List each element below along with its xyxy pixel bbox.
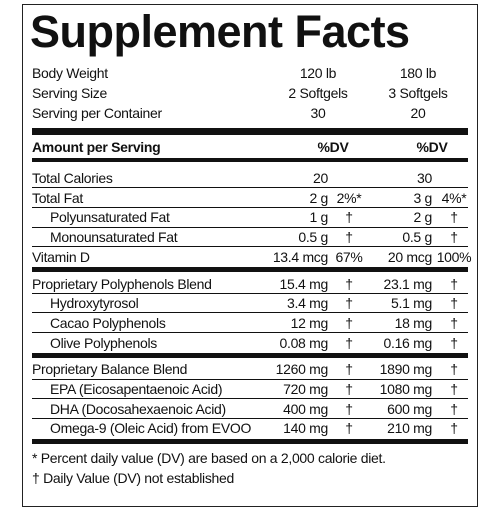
info-value: 180 lb	[399, 65, 437, 81]
daily-value: †	[345, 361, 353, 378]
amount: 400 mg	[283, 400, 328, 417]
nutrient-label: Proprietary Balance Blend	[32, 361, 188, 378]
daily-value: 100%	[436, 248, 472, 265]
rule	[32, 312, 468, 314]
amount: 3 g	[413, 189, 432, 206]
daily-value: †	[450, 400, 458, 417]
rule	[32, 246, 468, 248]
amount: 2 g	[309, 189, 328, 206]
daily-value: †	[345, 381, 353, 397]
label-border	[22, 4, 478, 507]
dv-header: %DV	[416, 139, 448, 155]
amount: 1080 mg	[379, 381, 433, 397]
amount: 18 mg	[394, 314, 433, 331]
amount: 0.5 g	[402, 229, 432, 246]
amount: 140 mg	[283, 420, 328, 437]
nutrient-label: Total Calories	[32, 170, 113, 186]
amount: 20	[313, 170, 328, 186]
rule	[32, 187, 468, 189]
amount: 1260 mg	[275, 361, 329, 378]
daily-value: †	[345, 275, 353, 292]
amount: 3.4 mg	[287, 295, 328, 312]
amount: 1 g	[309, 209, 328, 226]
rule	[32, 438, 468, 444]
amount: 210 mg	[387, 420, 432, 437]
nutrient-label: Hydroxytyrosol	[50, 295, 139, 312]
info-label: Serving Size	[32, 85, 107, 101]
daily-value: 4%*	[441, 189, 467, 206]
daily-value: †	[450, 275, 458, 292]
nutrient-label: Olive Polyphenols	[50, 334, 157, 351]
daily-value: †	[450, 295, 458, 312]
nutrient-label: Cacao Polyphenols	[50, 314, 166, 331]
nutrient-label: Omega-9 (Oleic Acid) from EVOO	[50, 420, 252, 437]
daily-value: †	[345, 295, 353, 312]
info-value: 120 lb	[299, 65, 337, 81]
info-value: 3 Softgels	[388, 85, 448, 101]
amount: 720 mg	[283, 381, 328, 397]
nutrient-label: Polyunsaturated Fat	[50, 209, 170, 226]
rule	[32, 332, 468, 334]
amount: 0.16 mg	[383, 334, 433, 351]
nutrient-label: Total Fat	[32, 189, 83, 206]
footnote: * Percent daily value (DV) are based on …	[32, 450, 386, 467]
footnote: † Daily Value (DV) not established	[32, 470, 234, 487]
info-label: Serving per Container	[32, 105, 162, 121]
daily-value: †	[345, 314, 353, 331]
amount: 0.08 mg	[279, 334, 329, 351]
daily-value: †	[450, 334, 458, 351]
rule	[32, 127, 468, 135]
rule	[32, 206, 468, 208]
daily-value: †	[345, 229, 353, 246]
info-value: 30	[310, 105, 326, 121]
rule	[32, 378, 468, 380]
daily-value: †	[345, 400, 353, 417]
rule	[32, 398, 468, 400]
nutrient-label: DHA (Docosahexaenoic Acid)	[50, 400, 226, 417]
nutrient-label: EPA (Eicosapentaenoic Acid)	[50, 381, 223, 397]
rule	[32, 158, 468, 162]
daily-value: †	[450, 314, 458, 331]
amount: 30	[417, 170, 432, 186]
rule	[32, 292, 468, 294]
amount: 2 g	[413, 209, 432, 226]
daily-value: †	[450, 381, 458, 397]
nutrient-label: Monounsaturated Fat	[50, 229, 178, 246]
nutrient-label: Proprietary Polyphenols Blend	[32, 275, 212, 292]
daily-value: †	[345, 420, 353, 437]
daily-value: 2%*	[336, 189, 362, 206]
amount-header: Amount per Serving	[32, 139, 161, 155]
amount: 5.1 mg	[391, 295, 432, 312]
amount: 0.5 g	[298, 229, 328, 246]
rule	[32, 226, 468, 228]
amount: 600 mg	[387, 400, 432, 417]
info-value: 20	[410, 105, 426, 121]
daily-value: †	[450, 361, 458, 378]
dv-header: %DV	[317, 139, 349, 155]
daily-value: †	[345, 209, 353, 226]
amount: 20 mcg	[387, 248, 432, 265]
amount: 13.4 mcg	[272, 248, 328, 265]
amount: 12 mg	[290, 314, 329, 331]
daily-value: †	[345, 334, 353, 351]
nutrient-label: Vitamin D	[32, 248, 90, 265]
amount: 23.1 mg	[383, 275, 433, 292]
info-value: 2 Softgels	[288, 85, 348, 101]
daily-value: †	[450, 209, 458, 226]
rule	[32, 417, 468, 419]
daily-value: †	[450, 420, 458, 437]
daily-value: †	[450, 229, 458, 246]
rule	[32, 267, 468, 272]
title: Supplement Facts	[30, 6, 410, 57]
amount: 15.4 mg	[279, 275, 329, 292]
info-label: Body Weight	[32, 65, 108, 81]
rule	[32, 352, 468, 358]
daily-value: 67%	[335, 248, 363, 265]
amount: 1890 mg	[379, 361, 433, 378]
